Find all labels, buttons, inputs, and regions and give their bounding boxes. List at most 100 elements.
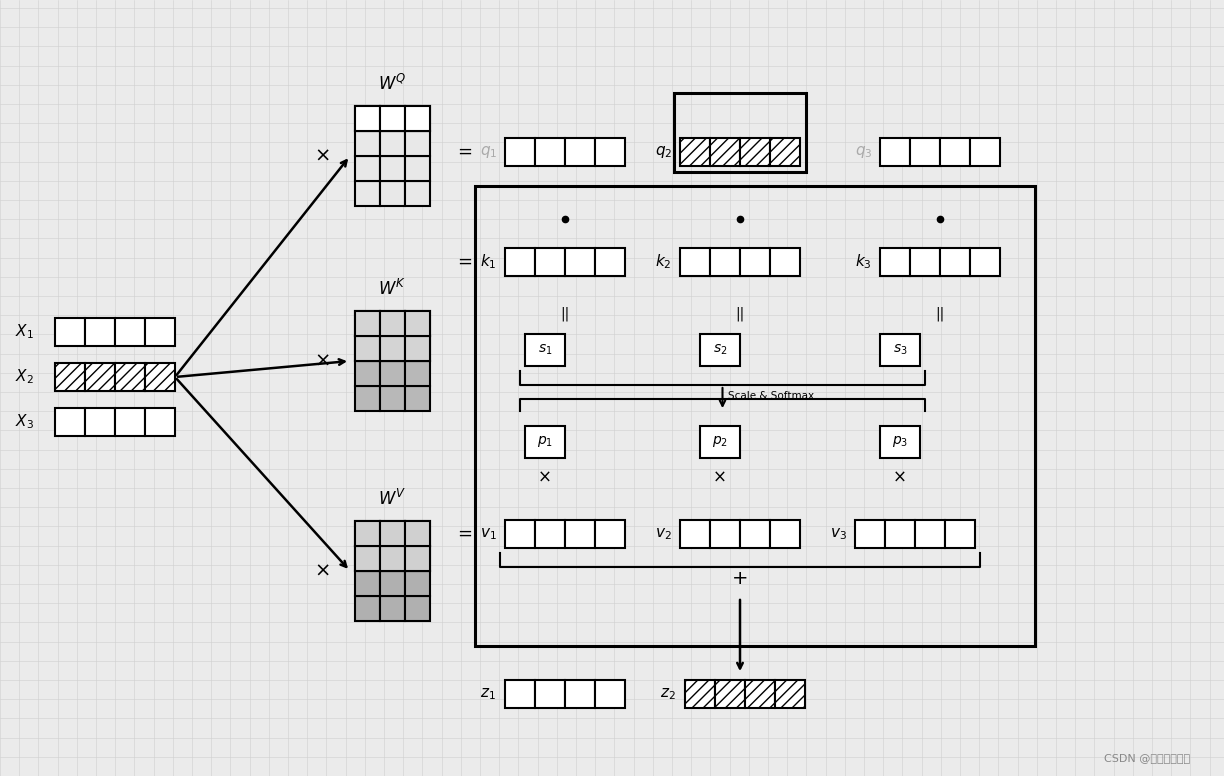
Bar bbox=[405, 521, 430, 546]
Bar bbox=[535, 138, 565, 166]
Bar bbox=[405, 336, 430, 361]
Bar bbox=[770, 520, 800, 548]
Bar bbox=[770, 138, 800, 166]
Text: ×: × bbox=[539, 469, 552, 487]
Text: $s_3$: $s_3$ bbox=[892, 343, 907, 357]
Bar bbox=[525, 426, 565, 458]
Bar bbox=[355, 311, 379, 336]
Bar bbox=[969, 248, 1000, 276]
Bar bbox=[700, 426, 741, 458]
Text: $X_2$: $X_2$ bbox=[15, 368, 34, 386]
Bar bbox=[355, 106, 379, 131]
Bar bbox=[535, 520, 565, 548]
Bar bbox=[55, 363, 84, 391]
Bar bbox=[379, 181, 405, 206]
Bar bbox=[674, 93, 805, 172]
Text: $W^V$: $W^V$ bbox=[378, 489, 406, 509]
Bar bbox=[55, 408, 84, 436]
Bar bbox=[595, 138, 625, 166]
Bar bbox=[379, 156, 405, 181]
Text: $q_3$: $q_3$ bbox=[856, 144, 873, 160]
Bar bbox=[475, 186, 1036, 646]
Bar bbox=[506, 248, 535, 276]
Bar bbox=[84, 408, 115, 436]
Bar bbox=[916, 520, 945, 548]
Bar bbox=[405, 181, 430, 206]
Bar bbox=[535, 248, 565, 276]
Bar bbox=[379, 386, 405, 411]
Bar bbox=[379, 361, 405, 386]
Bar bbox=[710, 520, 741, 548]
Text: ×: × bbox=[315, 562, 332, 580]
Bar bbox=[379, 546, 405, 571]
Bar bbox=[405, 106, 430, 131]
Bar bbox=[379, 596, 405, 621]
Text: $v_2$: $v_2$ bbox=[655, 526, 672, 542]
Bar bbox=[355, 361, 379, 386]
Bar bbox=[379, 311, 405, 336]
Bar bbox=[595, 520, 625, 548]
Bar bbox=[741, 138, 770, 166]
Text: $W^K$: $W^K$ bbox=[378, 279, 406, 299]
Bar bbox=[681, 138, 710, 166]
Bar bbox=[856, 520, 885, 548]
Bar bbox=[880, 426, 920, 458]
Bar bbox=[355, 596, 379, 621]
Text: ×: × bbox=[714, 469, 727, 487]
Bar bbox=[379, 571, 405, 596]
Bar bbox=[565, 520, 595, 548]
Bar bbox=[945, 520, 976, 548]
Text: =: = bbox=[458, 525, 472, 543]
Text: $p_2$: $p_2$ bbox=[712, 435, 728, 449]
Bar bbox=[565, 248, 595, 276]
Bar bbox=[685, 680, 715, 708]
Text: $s_2$: $s_2$ bbox=[712, 343, 727, 357]
Bar bbox=[506, 680, 535, 708]
Text: $X_1$: $X_1$ bbox=[15, 323, 34, 341]
Bar bbox=[405, 156, 430, 181]
Text: =: = bbox=[458, 143, 472, 161]
Text: $k_1$: $k_1$ bbox=[480, 253, 497, 272]
Bar bbox=[379, 546, 405, 571]
Bar bbox=[379, 131, 405, 156]
Text: Scale & Softmax: Scale & Softmax bbox=[727, 391, 814, 401]
Text: $k_2$: $k_2$ bbox=[655, 253, 672, 272]
Bar bbox=[55, 318, 84, 346]
Bar bbox=[355, 106, 379, 131]
Bar bbox=[84, 318, 115, 346]
Text: $p_1$: $p_1$ bbox=[537, 435, 553, 449]
Bar bbox=[355, 336, 379, 361]
Bar bbox=[909, 248, 940, 276]
Bar bbox=[775, 680, 805, 708]
Bar bbox=[84, 363, 115, 391]
Bar bbox=[379, 521, 405, 546]
Bar bbox=[115, 318, 144, 346]
Text: CSDN @易烊千玺铁粉: CSDN @易烊千玺铁粉 bbox=[1104, 753, 1190, 763]
Text: ×: × bbox=[315, 147, 332, 165]
Bar bbox=[379, 106, 405, 131]
Bar bbox=[115, 408, 144, 436]
Text: ×: × bbox=[315, 352, 332, 370]
Bar bbox=[379, 336, 405, 361]
Text: $z_1$: $z_1$ bbox=[480, 686, 496, 702]
Bar bbox=[379, 336, 405, 361]
Bar bbox=[405, 311, 430, 336]
Bar bbox=[880, 248, 909, 276]
Bar bbox=[595, 248, 625, 276]
Bar bbox=[405, 546, 430, 571]
Bar bbox=[681, 520, 710, 548]
Text: $p_3$: $p_3$ bbox=[892, 435, 908, 449]
Bar bbox=[741, 520, 770, 548]
Text: $s_1$: $s_1$ bbox=[537, 343, 552, 357]
Bar bbox=[700, 334, 741, 366]
Bar bbox=[355, 336, 379, 361]
Bar bbox=[525, 334, 565, 366]
Bar bbox=[405, 336, 430, 361]
Bar bbox=[405, 361, 430, 386]
Text: =: = bbox=[458, 253, 472, 271]
Bar bbox=[355, 521, 379, 546]
Bar bbox=[405, 131, 430, 156]
Bar bbox=[710, 138, 741, 166]
Bar bbox=[355, 131, 379, 156]
Bar bbox=[710, 248, 741, 276]
